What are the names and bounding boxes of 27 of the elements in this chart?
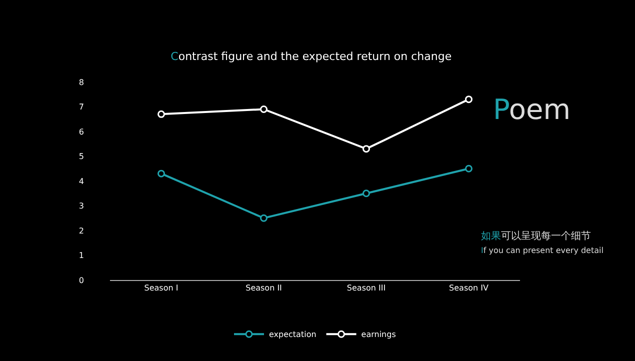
point: [465, 164, 472, 172]
x-tick-label: Season III: [346, 284, 386, 293]
y-tick-label: 4: [78, 176, 84, 186]
x-tick-label: Season II: [246, 284, 282, 293]
point: [158, 110, 165, 118]
annotation: Poem: [493, 93, 571, 126]
y-tick-label: 5: [78, 152, 84, 162]
y-tick-label: 7: [78, 102, 84, 112]
point: [260, 105, 268, 113]
legend-label: expectation: [269, 330, 316, 340]
annotation: 如果可以呈现每一个细节: [481, 230, 591, 242]
point: [260, 214, 268, 222]
x-tick-label: Season IV: [449, 284, 489, 293]
point: [362, 145, 370, 153]
chart-title: Contrast figure and the expected return on change: [170, 50, 452, 63]
point: [158, 170, 165, 178]
x-tick-label: Season I: [144, 284, 178, 293]
y-tick-label: 3: [78, 202, 84, 211]
annotation: If you can present every detail: [481, 246, 604, 255]
y-tick-label: 0: [78, 276, 84, 285]
y-tick-label: 2: [78, 226, 84, 236]
y-tick-label: 6: [78, 127, 84, 136]
point: [465, 96, 472, 104]
y-tick-label: 8: [78, 78, 84, 87]
legend-label: earnings: [361, 330, 396, 340]
y-tick-label: 1: [78, 251, 84, 260]
point: [362, 190, 370, 198]
